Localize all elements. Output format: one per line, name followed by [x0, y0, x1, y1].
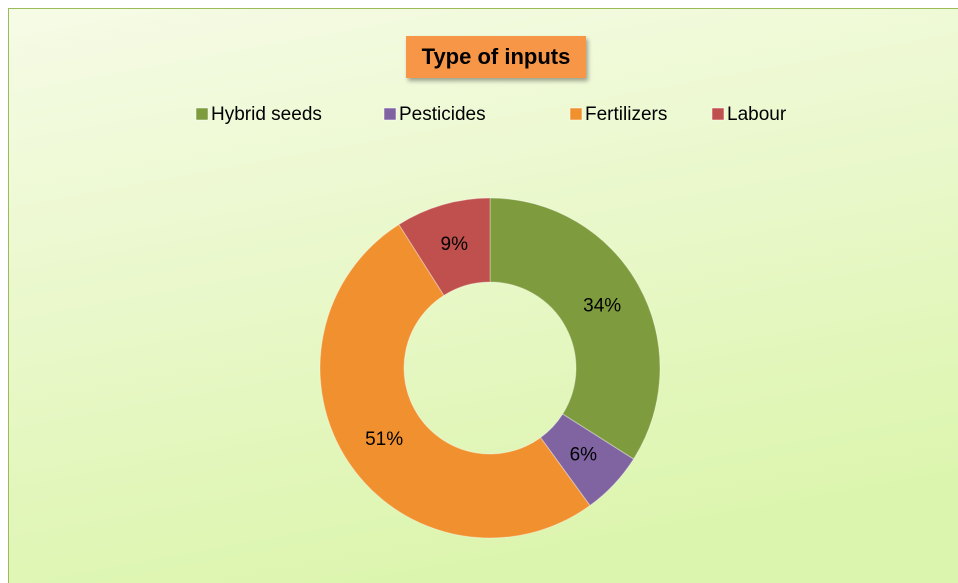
legend-swatch: [569, 107, 583, 121]
chart-title: Type of inputs: [422, 44, 571, 69]
donut: 34% 6% 51% 9%: [319, 197, 661, 539]
data-label: 34%: [583, 295, 621, 316]
legend: Hybrid seeds Pesticides Fertilizers Labour: [195, 104, 787, 125]
legend-swatch: [383, 107, 397, 121]
legend-label: Labour: [727, 104, 787, 125]
legend-label: Hybrid seeds: [211, 104, 322, 125]
data-label: 9%: [441, 234, 469, 255]
donut-slice: [539, 413, 635, 507]
donut-slice: [319, 223, 591, 539]
legend-swatch: [711, 107, 725, 121]
legend-label: Fertilizers: [585, 104, 667, 125]
data-label: 51%: [365, 429, 403, 450]
legend-swatch: [195, 107, 209, 121]
title-box: [406, 36, 586, 78]
legend-label: Pesticides: [399, 104, 486, 125]
data-label: 6%: [570, 445, 598, 466]
donut-slice: [398, 197, 491, 297]
donut-slice: [489, 197, 661, 460]
